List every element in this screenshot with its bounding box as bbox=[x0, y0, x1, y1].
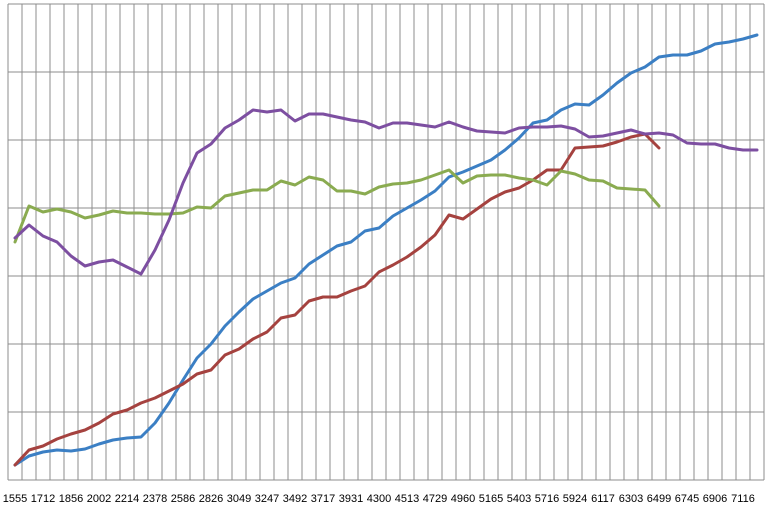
x-tick-label: 2586 bbox=[171, 493, 195, 505]
x-tick-label: 5924 bbox=[563, 493, 587, 505]
x-tick-label: 5716 bbox=[535, 493, 559, 505]
series-line bbox=[13, 168, 661, 244]
x-tick-label: 6745 bbox=[675, 493, 699, 505]
x-tick-label: 3931 bbox=[339, 493, 363, 505]
x-tick-label: 4513 bbox=[395, 493, 419, 505]
x-tick-label: 4960 bbox=[451, 493, 475, 505]
x-tick-label: 5165 bbox=[479, 493, 503, 505]
x-tick-label: 7116 bbox=[731, 493, 755, 505]
x-tick-label: 3247 bbox=[255, 493, 279, 505]
x-tick-label: 5403 bbox=[507, 493, 531, 505]
x-tick-label: 6906 bbox=[703, 493, 727, 505]
x-tick-label: 1712 bbox=[31, 493, 55, 505]
x-tick-label: 3049 bbox=[227, 493, 251, 505]
x-tick-label: 2826 bbox=[199, 493, 223, 505]
x-tick-label: 4300 bbox=[367, 493, 391, 505]
x-tick-label: 2214 bbox=[115, 493, 139, 505]
x-tick-label: 6303 bbox=[619, 493, 643, 505]
series-line bbox=[13, 108, 759, 276]
x-tick-label: 3492 bbox=[283, 493, 307, 505]
x-tick-label: 6117 bbox=[591, 493, 615, 505]
x-tick-label: 4729 bbox=[423, 493, 447, 505]
x-tick-label: 6499 bbox=[647, 493, 671, 505]
x-tick-label: 3717 bbox=[311, 493, 335, 505]
x-tick-label: 1555 bbox=[3, 493, 27, 505]
series-line bbox=[13, 132, 661, 467]
series-line bbox=[13, 33, 759, 467]
x-tick-label: 2002 bbox=[87, 493, 111, 505]
x-tick-label: 1856 bbox=[59, 493, 83, 505]
x-tick-label: 2378 bbox=[143, 493, 167, 505]
